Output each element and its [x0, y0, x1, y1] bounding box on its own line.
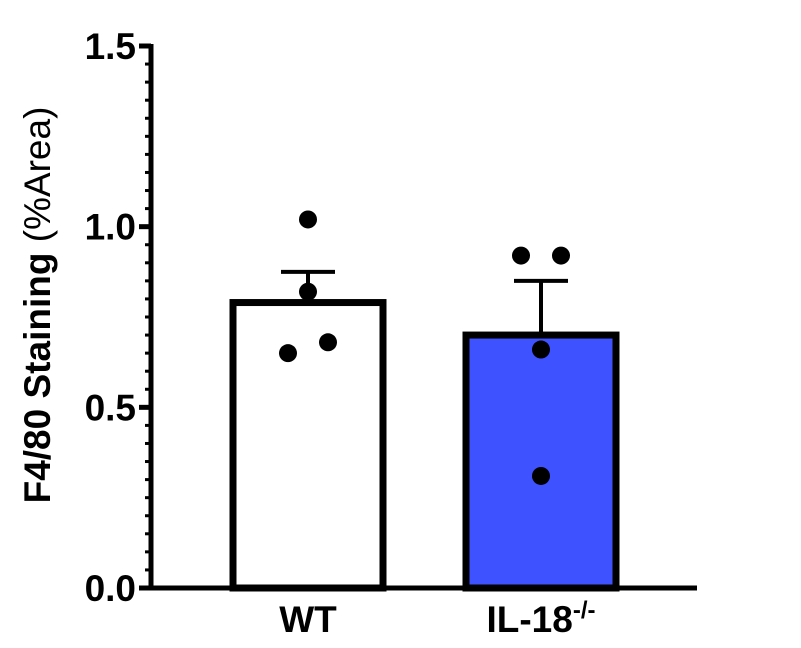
- data-point: [279, 344, 297, 363]
- y-tick-label: 1.0: [85, 207, 136, 248]
- x-category-label: IL-18-/-: [486, 597, 595, 640]
- y-axis-title: F4/80 Staining (%Area): [17, 107, 58, 504]
- labels: WT IL-18-/- F4/80 Staining (%Area): [17, 107, 596, 640]
- data-point: [552, 246, 570, 265]
- bars: [229, 299, 620, 592]
- y-tick-label: 0.0: [85, 568, 136, 609]
- data-point: [299, 210, 317, 229]
- data-point: [532, 340, 550, 359]
- y-axis: 0.0 0.5 1.0 1.5: [85, 26, 154, 609]
- data-point: [299, 282, 317, 301]
- x-category-label: WT: [279, 599, 337, 640]
- data-point: [319, 333, 337, 352]
- data-points: [279, 210, 570, 485]
- bar: [229, 299, 387, 592]
- bar: [462, 331, 620, 592]
- y-tick-label: 1.5: [85, 26, 136, 67]
- data-point: [532, 466, 550, 485]
- data-point: [512, 246, 530, 265]
- y-tick-label: 0.5: [85, 387, 136, 428]
